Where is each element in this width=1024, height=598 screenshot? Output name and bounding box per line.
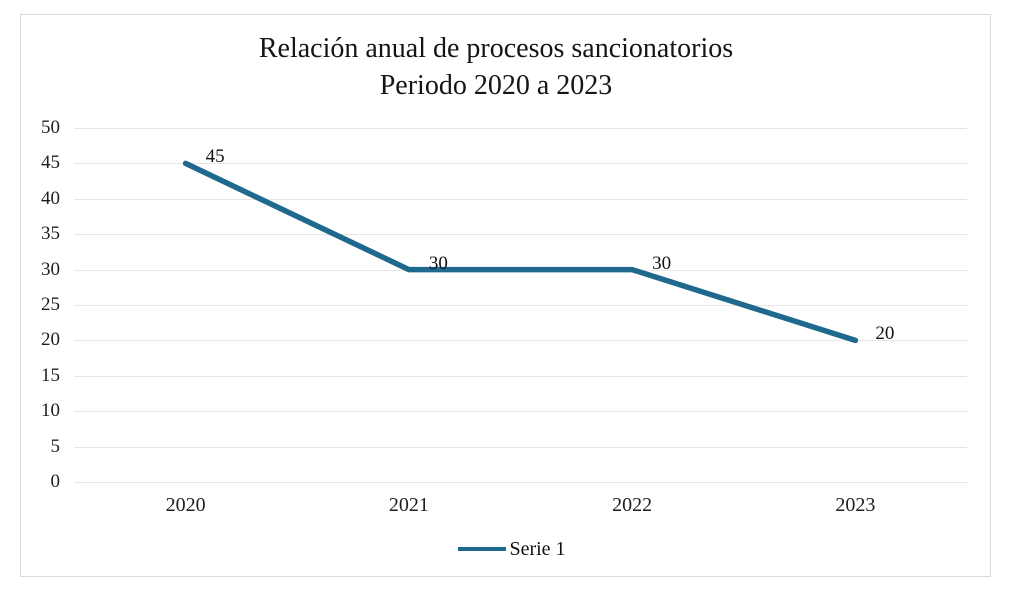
legend-label: Serie 1 [509,537,566,560]
gridline [74,411,967,413]
chart-title-line-2: Periodo 2020 a 2023 [379,70,613,101]
y-axis-tick-label: 10 [41,400,60,422]
chart-title-line-1: Relación anual de procesos sancionatorio… [258,33,734,64]
y-axis-tick-label: 50 [41,117,60,138]
data-label: 30 [652,252,672,274]
gridline [74,375,967,377]
gridline [74,198,967,200]
legend-line-marker [458,546,507,552]
gridline [74,446,967,448]
data-label: 20 [875,323,895,345]
gridline [74,234,967,236]
gridline [74,305,967,306]
x-axis-tick-label: 2021 [388,494,429,516]
y-axis-tick-label: 0 [50,471,61,492]
y-axis-tick-label: 5 [50,435,61,457]
y-axis-tick-label: 45 [41,152,60,174]
x-axis-tick-label: 2023 [835,494,876,516]
y-axis-tick-label: 15 [41,364,60,386]
x-axis-tick-label: 2022 [612,494,653,516]
data-label: 30 [428,252,448,274]
data-label: 45 [205,146,225,168]
chart-title: Relación anual de procesos sancionatorio… [0,30,992,104]
y-axis-tick-label: 30 [41,258,60,280]
x-axis-tick-label: 2020 [165,494,206,516]
gridline [74,482,967,483]
y-axis-tick-label: 25 [41,294,60,315]
y-axis-tick-label: 40 [41,187,60,209]
gridline [74,340,967,342]
y-axis-tick-label: 35 [41,223,60,245]
legend: Serie 1 [0,537,1024,561]
chart-border [20,14,991,577]
y-axis-tick-label: 20 [41,329,60,351]
gridline [74,128,967,129]
gridline [74,269,967,271]
